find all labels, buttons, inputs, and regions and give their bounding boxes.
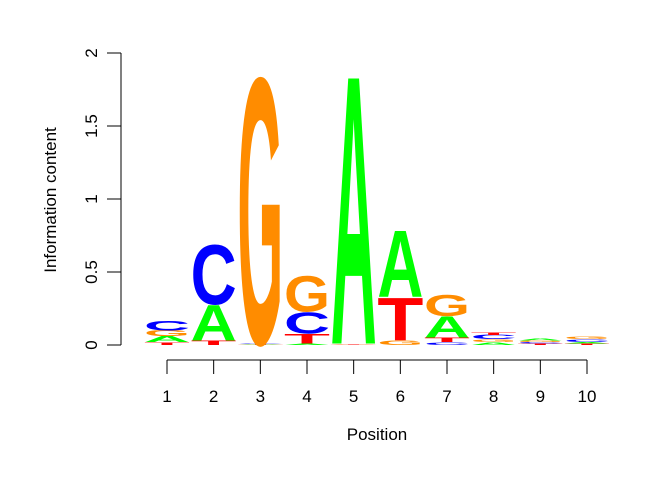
y-tick-label: 0.5	[82, 260, 101, 284]
logo-letter-a: A	[517, 338, 563, 341]
logo-letter-g: G	[377, 340, 423, 347]
logo-letter-c: C	[237, 343, 283, 344]
logo-letter-c: C	[284, 306, 330, 340]
logo-letter-a: A	[471, 341, 517, 346]
logo-letter-t: T	[424, 337, 471, 344]
x-tick-label: 10	[578, 387, 597, 406]
x-tick-label: 6	[396, 387, 405, 406]
logo-letter-c: C	[424, 341, 470, 346]
logo-letter-g: G	[284, 265, 330, 322]
logo-letter-c: C	[564, 338, 610, 343]
logo-letter-a: A	[564, 342, 610, 344]
y-tick-label: 1.5	[82, 114, 101, 138]
x-tick-label: 1	[162, 387, 171, 406]
y-tick-label: 1	[82, 194, 101, 203]
y-axis: 0 0.5 1 1.5 2	[82, 48, 122, 350]
logo-letter-t: T	[331, 343, 377, 344]
x-tick-label: 7	[442, 387, 451, 406]
x-tick-label: 9	[536, 387, 545, 406]
logo-letter-g: G	[517, 340, 563, 342]
x-tick-label: 4	[302, 387, 311, 406]
logo-letter-g: G	[144, 329, 190, 338]
logo-letter-t: T	[284, 331, 330, 347]
logo-letter-a: A	[284, 343, 330, 345]
logo-letter-t: T	[377, 286, 423, 354]
x-axis-title: Position	[347, 425, 407, 444]
y-axis-title: Information content	[41, 127, 60, 273]
logo-letter-t: T	[517, 343, 563, 345]
logo-letter-t: T	[471, 331, 517, 335]
logo-letter-a: A	[191, 296, 237, 352]
y-tick-label: 2	[82, 48, 101, 57]
logo-letter-t: T	[191, 340, 238, 347]
logo-letter-a: A	[424, 310, 470, 344]
logo-letter-g: G	[237, 0, 283, 424]
logo-letter-t: T	[144, 341, 190, 345]
x-tick-label: 3	[256, 387, 265, 406]
x-axis: 1 2 3 4 5 6 7 8 9 10	[162, 359, 597, 406]
logo-letter-c: C	[517, 342, 563, 344]
logo-letter-a: A	[144, 335, 190, 344]
x-tick-label: 2	[209, 387, 218, 406]
logo-letter-t: T	[237, 344, 283, 345]
y-tick-label: 0	[82, 340, 101, 349]
logo-letter-g: G	[331, 344, 377, 345]
logo-letter-a: A	[377, 212, 423, 318]
logo-letter-c: C	[144, 317, 190, 333]
logo-letter-a: A	[237, 344, 283, 345]
logo-letter-g: G	[424, 288, 470, 322]
logo-letter-c: C	[471, 334, 517, 341]
x-tick-label: 8	[489, 387, 498, 406]
logo-letter-t: T	[564, 343, 610, 345]
logo-letter-g: G	[471, 338, 517, 343]
logo-letter-a: A	[331, 0, 377, 426]
logo-letter-c: C	[191, 227, 237, 322]
x-tick-label: 5	[349, 387, 358, 406]
logo-letter-g: G	[564, 335, 610, 340]
